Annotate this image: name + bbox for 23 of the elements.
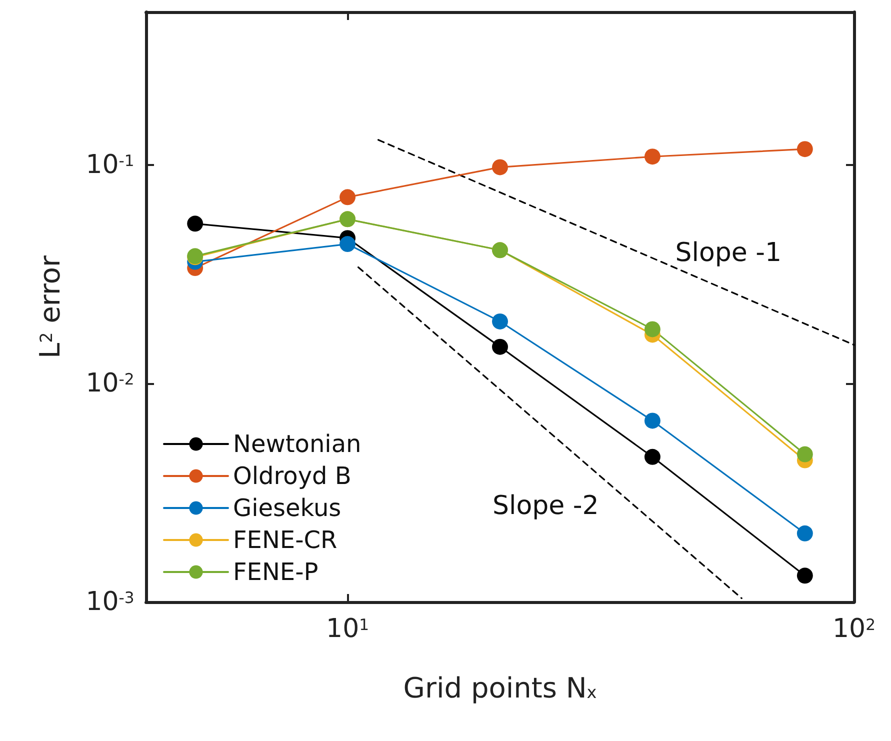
point [644,448,660,465]
annotation: Slope -2 [492,490,599,521]
point [796,141,813,158]
point [340,236,356,252]
x-axis-title: Grid points Nx [403,672,597,704]
annotation: Slope -1 [675,238,782,268]
point [644,321,660,338]
point [492,313,508,330]
legend-label: Giesekus [233,494,342,522]
legend-label: FENE-P [233,558,318,586]
legend-label: FENE-CR [233,526,338,554]
point [796,568,813,584]
legend-label: Oldroyd B [233,462,352,490]
point [492,338,508,355]
point [492,159,508,176]
legend-label: Newtonian [233,430,362,458]
point [796,525,813,542]
y-axis-title: L2 error [34,255,66,358]
point [644,148,660,165]
point [340,189,356,206]
point [796,446,813,462]
point [187,216,204,232]
point [644,412,660,429]
